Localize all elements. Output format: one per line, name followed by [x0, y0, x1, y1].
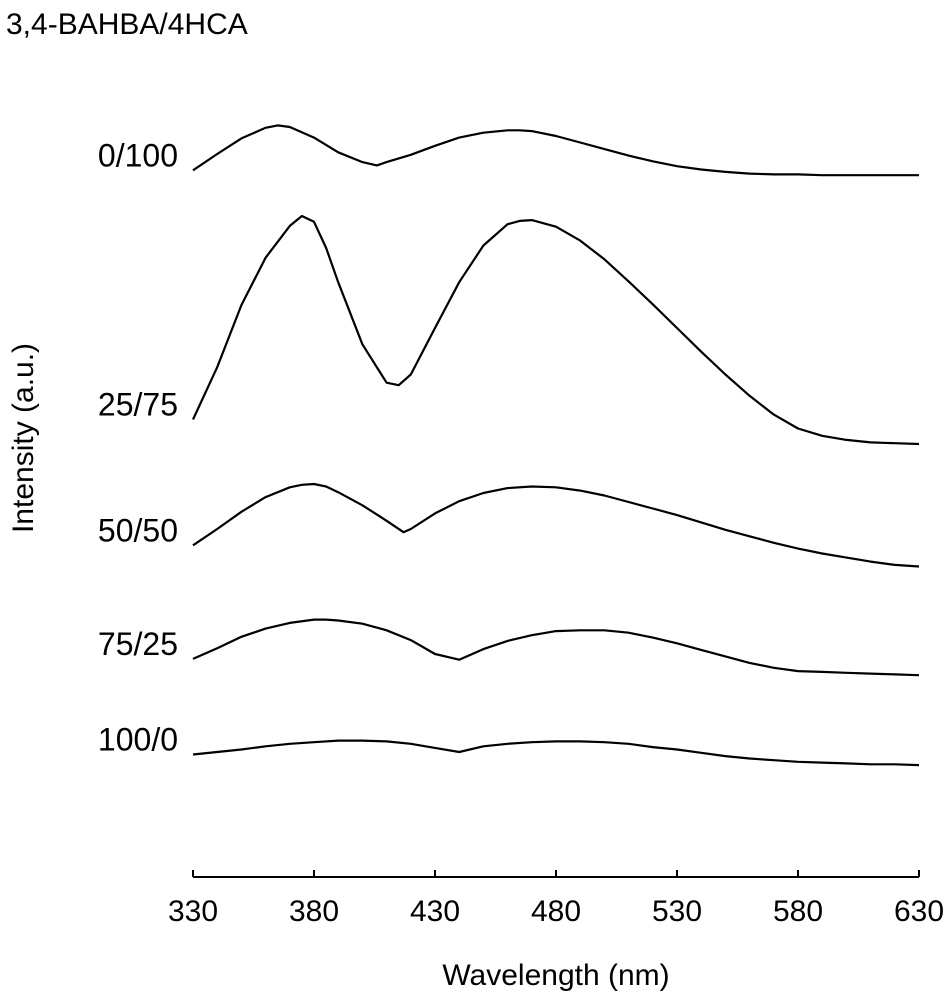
x-tick-label: 380 — [289, 895, 339, 928]
series-labels: 0/100 25/75 50/50 75/25 100/0 — [98, 137, 178, 757]
series-line-100-0 — [192, 739, 920, 767]
x-tick-label: 330 — [168, 895, 218, 928]
y-axis-label: Intensity (a.u.) — [7, 343, 40, 533]
x-tick-label: 630 — [894, 895, 944, 928]
series-line-75-25 — [192, 618, 920, 677]
series-line-25-75 — [192, 214, 920, 446]
x-axis-ticks: 330 380 430 480 530 580 630 — [168, 870, 944, 928]
x-tick-label: 430 — [410, 895, 460, 928]
series-group — [192, 124, 920, 767]
series-line-50-50 — [192, 482, 920, 568]
series-label: 75/25 — [98, 626, 178, 662]
series-line-0-100 — [192, 124, 919, 177]
x-axis-label: Wavelength (nm) — [442, 959, 669, 992]
chart-title: 3,4-BAHBA/4HCA — [6, 8, 248, 41]
x-tick-label: 580 — [773, 895, 823, 928]
x-tick-label: 480 — [531, 895, 581, 928]
x-tick-label: 530 — [652, 895, 702, 928]
series-label: 0/100 — [98, 137, 178, 173]
series-label: 25/75 — [98, 386, 178, 422]
series-label: 50/50 — [98, 512, 178, 548]
series-label: 100/0 — [98, 721, 178, 757]
